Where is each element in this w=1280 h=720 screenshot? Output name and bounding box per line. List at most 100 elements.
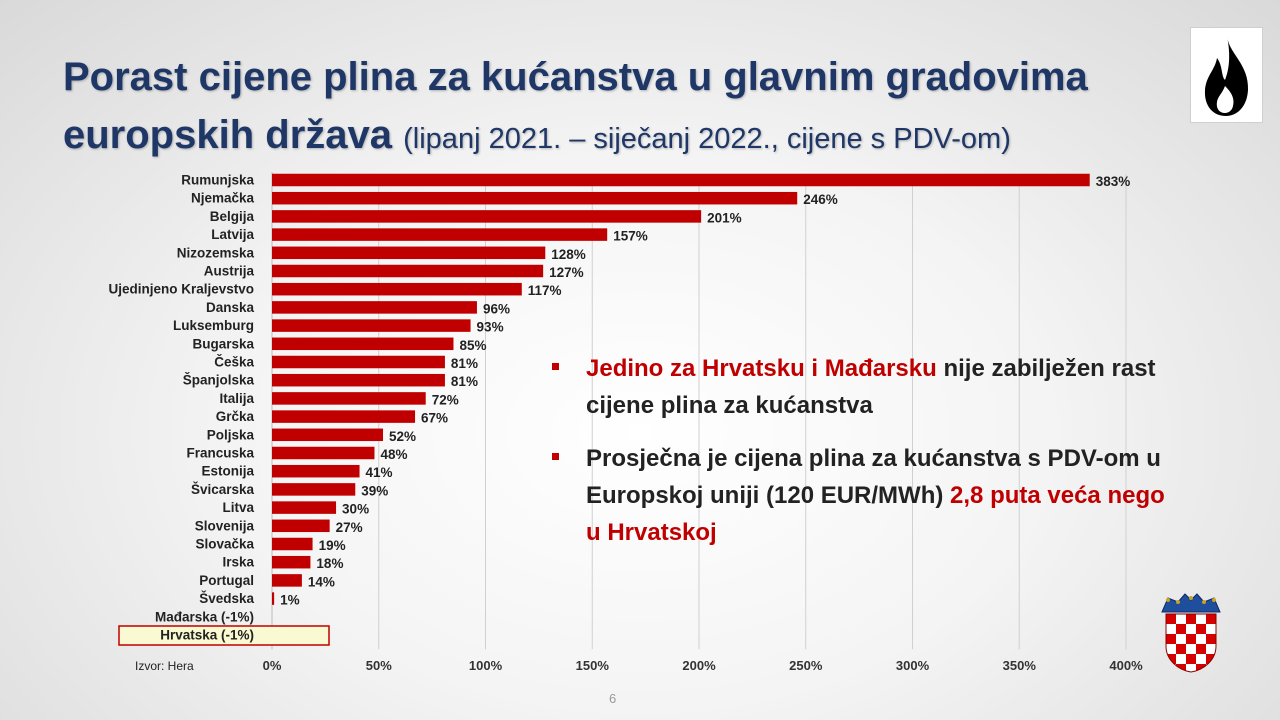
category-label: Latvija (211, 227, 254, 242)
x-tick-label: 50% (366, 658, 392, 673)
bars (272, 173, 1090, 605)
category-label: Austrija (204, 264, 255, 279)
data-label: 127% (549, 265, 584, 280)
bullet-2-text: Prosječna je cijena plina za kućanstva s… (586, 445, 1161, 509)
category-label: Bugarska (192, 336, 254, 351)
data-label: 85% (459, 338, 486, 353)
bullet-marker (552, 363, 559, 370)
bullet-list: Jedino za Hrvatsku i Mađarsku nije zabil… (552, 350, 1172, 567)
bar (272, 592, 275, 605)
data-label: 157% (613, 229, 648, 244)
category-label: Danska (206, 300, 255, 315)
data-label: 81% (451, 356, 478, 371)
category-label: Hrvatska (-1%) (160, 628, 254, 643)
flame-icon (1204, 36, 1249, 116)
bar (272, 428, 384, 442)
highlight-box (118, 625, 330, 646)
category-label: Litva (222, 500, 254, 515)
bar (272, 373, 445, 387)
category-label: Ujedinjeno Kraljevstvo (108, 282, 254, 297)
data-label: 72% (432, 392, 459, 407)
data-label: 67% (421, 411, 448, 426)
category-label: Irska (222, 555, 254, 570)
category-label: Njemačka (191, 191, 255, 206)
data-label: 30% (342, 502, 369, 517)
data-label: 1% (280, 593, 300, 608)
data-label: 96% (483, 301, 510, 316)
category-label: Španjolska (183, 373, 255, 388)
category-label: Poljska (207, 427, 255, 442)
data-label: 383% (1096, 174, 1131, 189)
category-label: Slovenija (195, 518, 255, 533)
data-label: 39% (361, 483, 388, 498)
data-label: 19% (319, 538, 346, 553)
bullet-1-highlight: Jedino za Hrvatsku i Mađarsku (586, 355, 937, 382)
category-label: Rumunjska (181, 173, 254, 188)
data-label: 27% (336, 520, 363, 535)
source-note: Izvor: Hera (135, 659, 194, 673)
x-tick-label: 200% (682, 658, 716, 673)
bar (272, 210, 702, 223)
data-label: 93% (477, 320, 504, 335)
bar (272, 574, 302, 587)
x-tick-label: 150% (576, 658, 610, 673)
bar (272, 228, 608, 241)
title-main: Porast cijene plina za kućanstva u glavn… (63, 55, 1088, 157)
x-tick-label: 100% (469, 658, 503, 673)
data-label: 117% (528, 283, 562, 298)
bar (272, 246, 546, 260)
category-label: Švedska (199, 591, 254, 606)
category-label: Estonija (201, 464, 254, 479)
highlight-layer (118, 625, 330, 646)
data-label: 48% (380, 447, 407, 462)
category-label: Nizozemska (177, 245, 255, 260)
category-label: Mađarska (-1%) (155, 609, 254, 624)
category-label: Češka (214, 355, 254, 370)
bar (272, 537, 313, 551)
bar (272, 410, 416, 423)
data-label: 52% (389, 429, 416, 444)
data-label: 14% (308, 574, 335, 589)
bar (272, 519, 330, 533)
bullet-1-text: nije zabilježen rast cijene plina za kuć… (586, 355, 1156, 419)
flame-logo (1190, 27, 1263, 123)
bullet-1: Jedino za Hrvatsku i Mađarsku nije zabil… (552, 350, 1172, 424)
bar (272, 555, 311, 569)
x-tick-label: 250% (789, 658, 823, 673)
croatian-coat-of-arms-icon (1161, 593, 1221, 673)
category-label: Grčka (216, 409, 255, 424)
data-label: 41% (366, 465, 393, 480)
category-labels: Rumunjska Njemačka Belgija Latvija Nizozemsk… (108, 173, 254, 643)
bar (272, 483, 356, 496)
bar (272, 191, 798, 205)
category-label: Švicarska (191, 482, 255, 497)
bar (272, 319, 471, 332)
title-subtitle: (lipanj 2021. – siječanj 2022., cijene s… (403, 123, 1011, 155)
value-labels: 383% 246% 201% 157% 128% 127% 117% 96% 93% 85% 81%… (280, 174, 1130, 608)
category-label: Francuska (186, 446, 254, 461)
data-label: 128% (551, 247, 586, 262)
data-label: 18% (316, 556, 343, 571)
bar (272, 446, 375, 460)
gridlines (271, 172, 1127, 650)
data-label: 246% (803, 192, 838, 207)
slide-title: Porast cijene plina za kućanstva u glavn… (63, 48, 1163, 168)
bar (272, 301, 477, 314)
bar (272, 173, 1090, 187)
bar (272, 264, 544, 278)
category-label: Slovačka (195, 537, 254, 552)
bar (272, 355, 445, 369)
bullet-marker (552, 453, 559, 460)
x-tick-label: 400% (1109, 658, 1143, 673)
x-tick-label: 350% (1003, 658, 1037, 673)
bullet-2-highlight: 2,8 puta veća nego u Hrvatskoj (586, 482, 1165, 546)
category-label: Italija (219, 391, 254, 406)
x-axis-ticks: 0% 50% 100% 150% 200% 250% 300% 350% 400% (263, 658, 1143, 673)
category-label: Portugal (199, 573, 254, 588)
category-label: Luksemburg (173, 318, 254, 333)
bar (272, 392, 426, 405)
bar (272, 464, 360, 478)
x-tick-label: 300% (896, 658, 930, 673)
x-tick-label: 0% (263, 658, 282, 673)
